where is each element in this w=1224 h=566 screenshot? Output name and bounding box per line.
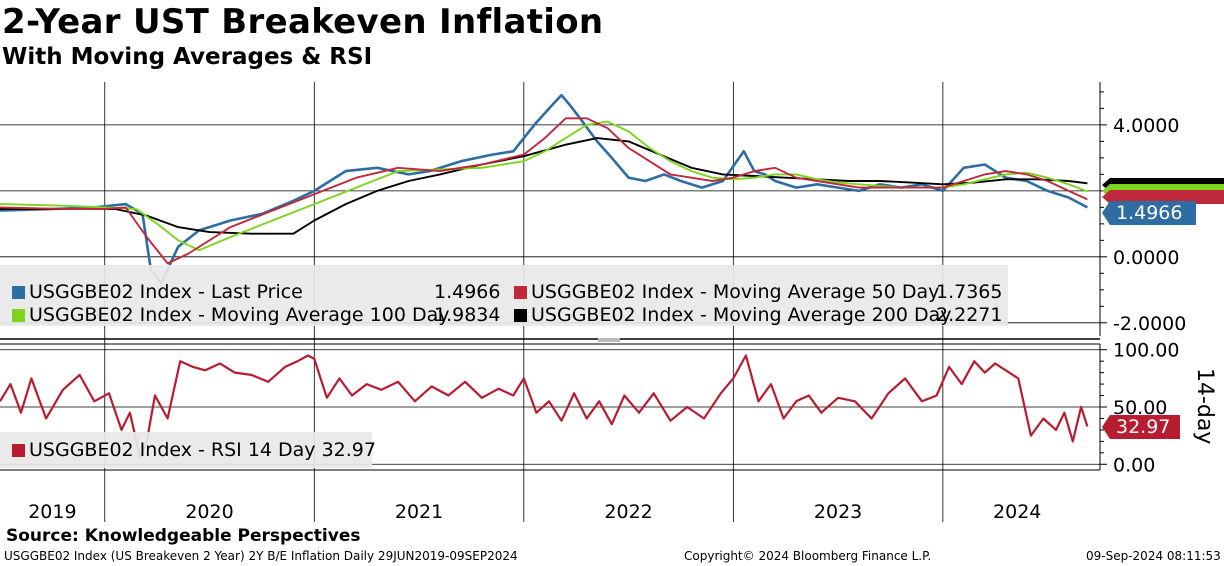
ma200-line [0, 137, 1088, 235]
price-legend [0, 265, 1008, 326]
legend-swatch-ma50 [514, 286, 527, 299]
x-tick-label: 2022 [604, 501, 652, 523]
price-value-tag: 1.4966 [1110, 201, 1196, 225]
legend-label-ma50: USGGBE02 Index - Moving Average 50 Day [531, 281, 940, 303]
legend-label-ma200: USGGBE02 Index - Moving Average 200 Day [531, 304, 952, 326]
legend-swatch-ma200 [514, 309, 527, 322]
chart-subtitle: With Moving Averages & RSI [2, 44, 373, 70]
x-tick-label: 2020 [185, 501, 233, 523]
legend-value-last-price: 1.4966 [434, 281, 501, 303]
x-tick-label: 2019 [28, 501, 76, 523]
legend-value-ma50: 1.7365 [936, 281, 1003, 303]
legend-item-last-price: USGGBE02 Index - Last Price [12, 281, 303, 303]
price-tag-pointer [1102, 201, 1110, 225]
legend-item-ma50: USGGBE02 Index - Moving Average 50 Day [514, 281, 939, 303]
rsi-y-tick-label: 0.00 [1113, 454, 1155, 476]
rsi-axis-label: 14-day [1192, 368, 1217, 444]
legend-item-ma100: USGGBE02 Index - Moving Average 100 Day [12, 304, 449, 326]
legend-item-ma200: USGGBE02 Index - Moving Average 200 Day [514, 304, 951, 326]
legend-label-rsi: USGGBE02 Index - RSI 14 Day 32.97 [29, 439, 376, 461]
price-y-tick-label: 4.0000 [1113, 115, 1179, 137]
legend-swatch-rsi [12, 444, 25, 457]
x-tick-label: 2023 [814, 501, 862, 523]
footer-copyright: Copyright© 2024 Bloomberg Finance L.P. [684, 549, 932, 563]
price-y-tick-label: 0.0000 [1113, 247, 1179, 269]
legend-label-last-price: USGGBE02 Index - Last Price [29, 281, 303, 303]
ma50-line [0, 117, 1088, 265]
legend-swatch-ma100 [12, 309, 25, 322]
legend-item-rsi: USGGBE02 Index - RSI 14 Day 32.97 [12, 439, 376, 461]
legend-value-ma100: 1.9834 [434, 304, 501, 326]
rsi-value-tag: 32.97 [1110, 415, 1180, 439]
source-note: Source: Knowledgeable Perspectives [6, 526, 361, 546]
footer-timestamp: 09-Sep-2024 08:11:53 [1086, 549, 1221, 563]
ma-value-marker [1102, 190, 1224, 204]
x-tick-label: 2024 [993, 501, 1041, 523]
rsi-y-tick-label: 50.00 [1113, 397, 1167, 419]
chart-title: 2-Year UST Breakeven Inflation [2, 2, 604, 42]
last-price-line [0, 93, 1089, 285]
rsi-tag-pointer [1102, 415, 1110, 439]
rsi-legend [0, 432, 372, 468]
legend-value-ma200: 2.2271 [936, 304, 1003, 326]
x-tick-label: 2021 [395, 501, 443, 523]
legend-swatch-last-price [12, 286, 25, 299]
legend-label-ma100: USGGBE02 Index - Moving Average 100 Day [29, 304, 450, 326]
rsi-line [0, 354, 1089, 460]
price-y-tick-label: -2.0000 [1113, 313, 1186, 335]
footer-info: USGGBE02 Index (US Breakeven 2 Year) 2Y … [4, 549, 518, 563]
rsi-y-tick-label: 100.00 [1113, 340, 1179, 362]
panel-resize-handle [598, 338, 620, 342]
